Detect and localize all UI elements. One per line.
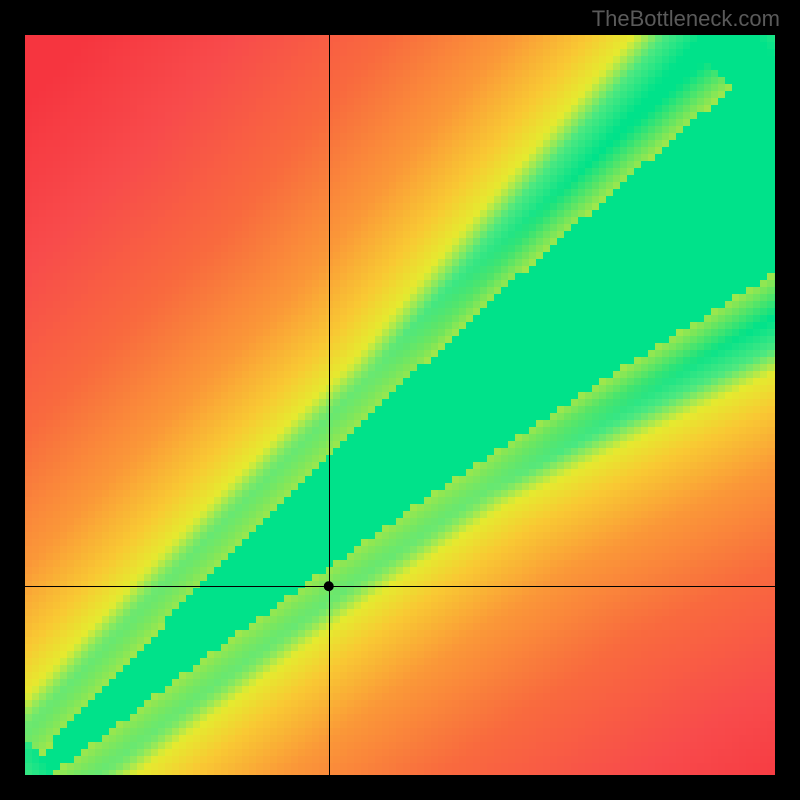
watermark-text: TheBottleneck.com <box>592 6 780 32</box>
heatmap-canvas <box>25 35 775 775</box>
heatmap-chart <box>25 35 775 775</box>
